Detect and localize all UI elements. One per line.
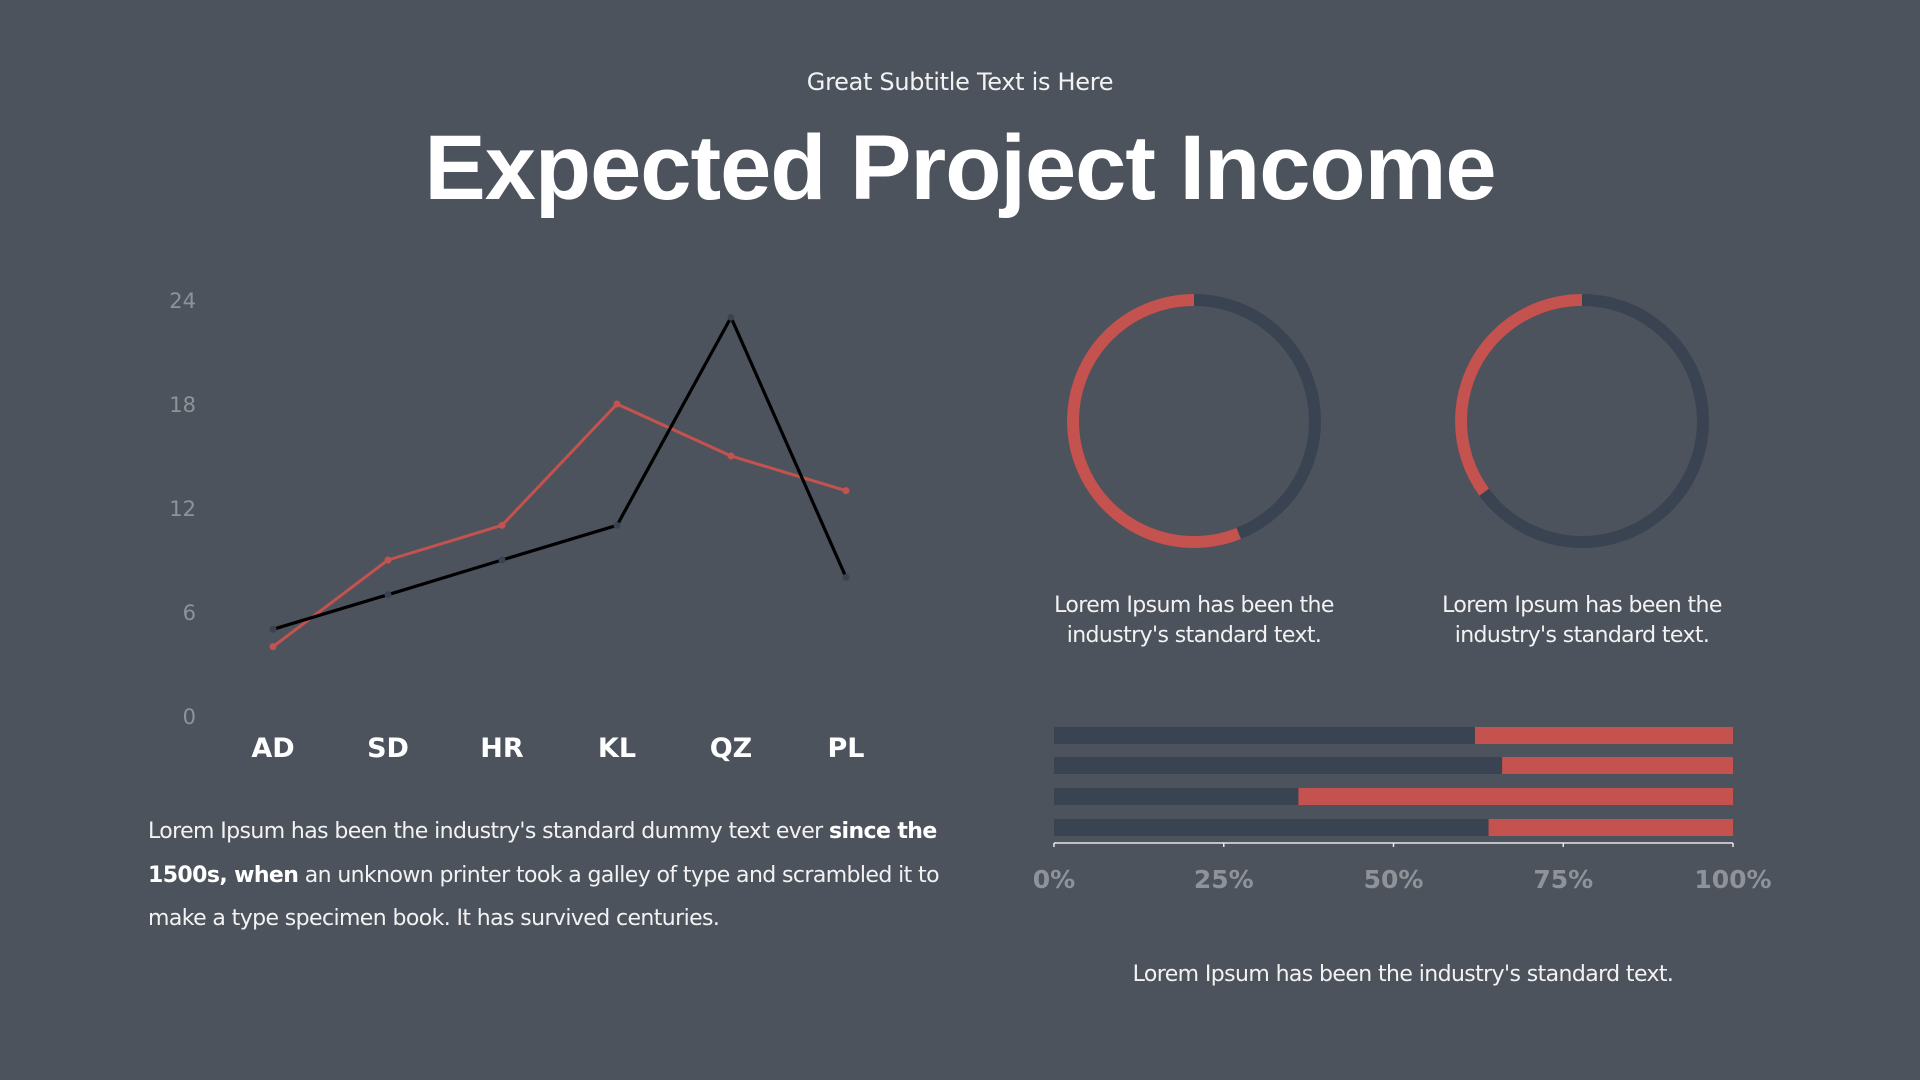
body-paragraph: Lorem Ipsum has been the industry's stan… bbox=[148, 810, 948, 941]
x-tick-label: 0% bbox=[1033, 865, 1075, 894]
y-tick-label: 6 bbox=[183, 601, 196, 625]
y-tick-label: 18 bbox=[169, 393, 196, 417]
donut-progress-arc bbox=[1455, 294, 1709, 548]
y-tick-label: 12 bbox=[169, 497, 196, 521]
paragraph-bold: since the 1500s, when bbox=[148, 819, 937, 888]
data-point-marker bbox=[269, 625, 277, 633]
x-tick-label: 100% bbox=[1694, 865, 1771, 894]
line-chart: 0 6 12 18 24 AD SD HR KL QZ PL bbox=[169, 289, 865, 764]
x-category-label: SD bbox=[367, 733, 409, 764]
data-point-marker bbox=[727, 452, 735, 460]
series-black-line bbox=[272, 315, 848, 631]
y-tick-label: 24 bbox=[169, 289, 196, 313]
donut-progress-arc bbox=[1067, 294, 1321, 548]
donut-2-caption-line-2: industry's standard text. bbox=[1454, 623, 1710, 648]
x-tick-label: 50% bbox=[1364, 865, 1424, 894]
x-tick-label: 75% bbox=[1533, 865, 1593, 894]
x-category-label: AD bbox=[251, 733, 294, 764]
subtitle: Great Subtitle Text is Here bbox=[806, 68, 1114, 96]
paragraph-text-2: an unknown printer took a galley of type… bbox=[148, 862, 940, 932]
data-point-marker bbox=[384, 591, 392, 599]
donut-2-caption: Lorem Ipsum has been the industry's stan… bbox=[1422, 591, 1742, 651]
data-point-marker bbox=[498, 556, 506, 564]
data-point-marker bbox=[613, 521, 621, 529]
bar-chart-caption: Lorem Ipsum has been the industry's stan… bbox=[1132, 962, 1674, 987]
donut-chart-1 bbox=[1067, 294, 1321, 548]
bar-segment-dark bbox=[1054, 757, 1503, 774]
data-point-marker bbox=[269, 643, 277, 651]
series-red-line bbox=[272, 402, 847, 648]
data-point-marker bbox=[613, 400, 621, 408]
donut-chart-2 bbox=[1455, 294, 1709, 548]
x-category-label: KL bbox=[598, 733, 636, 764]
data-point-marker bbox=[384, 556, 392, 564]
x-category-label: PL bbox=[828, 733, 865, 764]
page-title: Expected Project Income bbox=[424, 117, 1496, 219]
bar-segment-red bbox=[1488, 819, 1733, 836]
bar-segment-dark bbox=[1054, 727, 1475, 744]
bar-segment-dark bbox=[1054, 819, 1489, 836]
donut-1-caption-line-2: industry's standard text. bbox=[1066, 623, 1322, 648]
data-point-marker bbox=[842, 573, 850, 581]
x-tick-label: 25% bbox=[1194, 865, 1254, 894]
donut-1-caption-line-1: Lorem Ipsum has been the bbox=[1054, 593, 1334, 618]
stacked-bar-chart: 0% 25% 50% 75% 100% bbox=[1033, 727, 1772, 894]
data-point-marker bbox=[498, 521, 506, 529]
bar-segment-red bbox=[1502, 757, 1733, 774]
data-point-marker bbox=[842, 487, 850, 495]
donut-2-caption-line-1: Lorem Ipsum has been the bbox=[1442, 593, 1722, 618]
x-category-label: HR bbox=[480, 733, 524, 764]
y-tick-label: 0 bbox=[183, 705, 196, 729]
paragraph-text-1: Lorem Ipsum has been the industry's stan… bbox=[148, 819, 830, 844]
bar-segment-red bbox=[1298, 788, 1733, 805]
x-category-label: QZ bbox=[710, 733, 753, 764]
donut-1-caption: Lorem Ipsum has been the industry's stan… bbox=[1034, 591, 1354, 651]
bar-segment-dark bbox=[1054, 788, 1299, 805]
data-point-marker bbox=[727, 313, 735, 321]
bar-segment-red bbox=[1474, 727, 1733, 744]
